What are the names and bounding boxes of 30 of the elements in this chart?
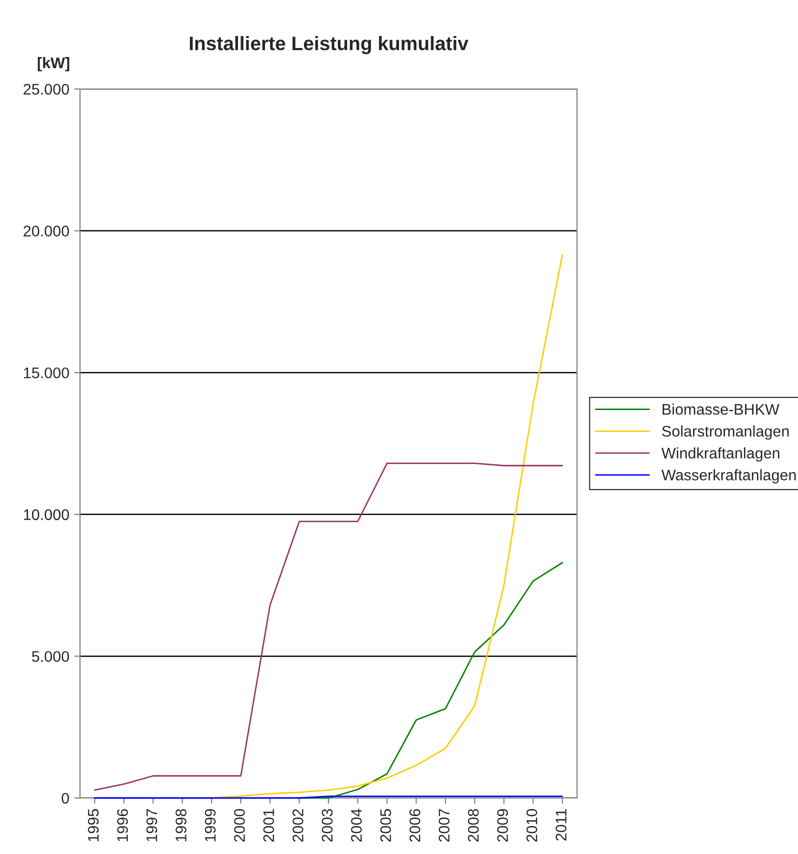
x-tick-label: 1999 xyxy=(204,809,216,842)
y-tick-label: 15.000 xyxy=(24,367,69,378)
x-tick-label: 1996 xyxy=(117,809,128,842)
y-tick-label: 10.000 xyxy=(24,509,69,520)
legend-label: Wasserkraftanlagen xyxy=(661,469,796,484)
x-tick-label: 2003 xyxy=(322,809,333,842)
x-tick-label: 2007 xyxy=(438,809,450,842)
x-tick-label: 2002 xyxy=(292,809,304,842)
x-tick-label: 1997 xyxy=(146,809,158,842)
x-tick-label: 2011 xyxy=(556,809,566,841)
legend-label: Solarstromanlagen xyxy=(662,425,789,440)
x-tick-label: 2010 xyxy=(526,809,538,842)
x-tick-label: 1995 xyxy=(88,809,99,842)
x-tick-label: 2009 xyxy=(497,809,508,842)
x-tick-label: 2001 xyxy=(263,809,274,842)
y-tick-label: 5.000 xyxy=(32,651,69,662)
x-tick-label: 2004 xyxy=(351,808,362,842)
y-tick-label: 0 xyxy=(62,792,69,804)
legend-label: Windkraftanlagen xyxy=(661,447,780,462)
x-tick-label: 2008 xyxy=(468,809,479,842)
chart-title: Installierte Leistung kumulativ xyxy=(190,36,468,54)
x-tick-label: 2005 xyxy=(380,809,392,842)
y-axis-title: [kW] xyxy=(38,57,70,72)
y-tick-label: 25.000 xyxy=(24,84,69,95)
x-tick-label: 1998 xyxy=(176,809,186,842)
x-tick-label: 2006 xyxy=(409,809,420,842)
y-tick-label: 20.000 xyxy=(24,226,69,236)
legend-label: Biomasse-BHKW xyxy=(662,404,780,415)
line-series xyxy=(94,462,564,791)
x-tick-label: 2000 xyxy=(234,809,245,842)
